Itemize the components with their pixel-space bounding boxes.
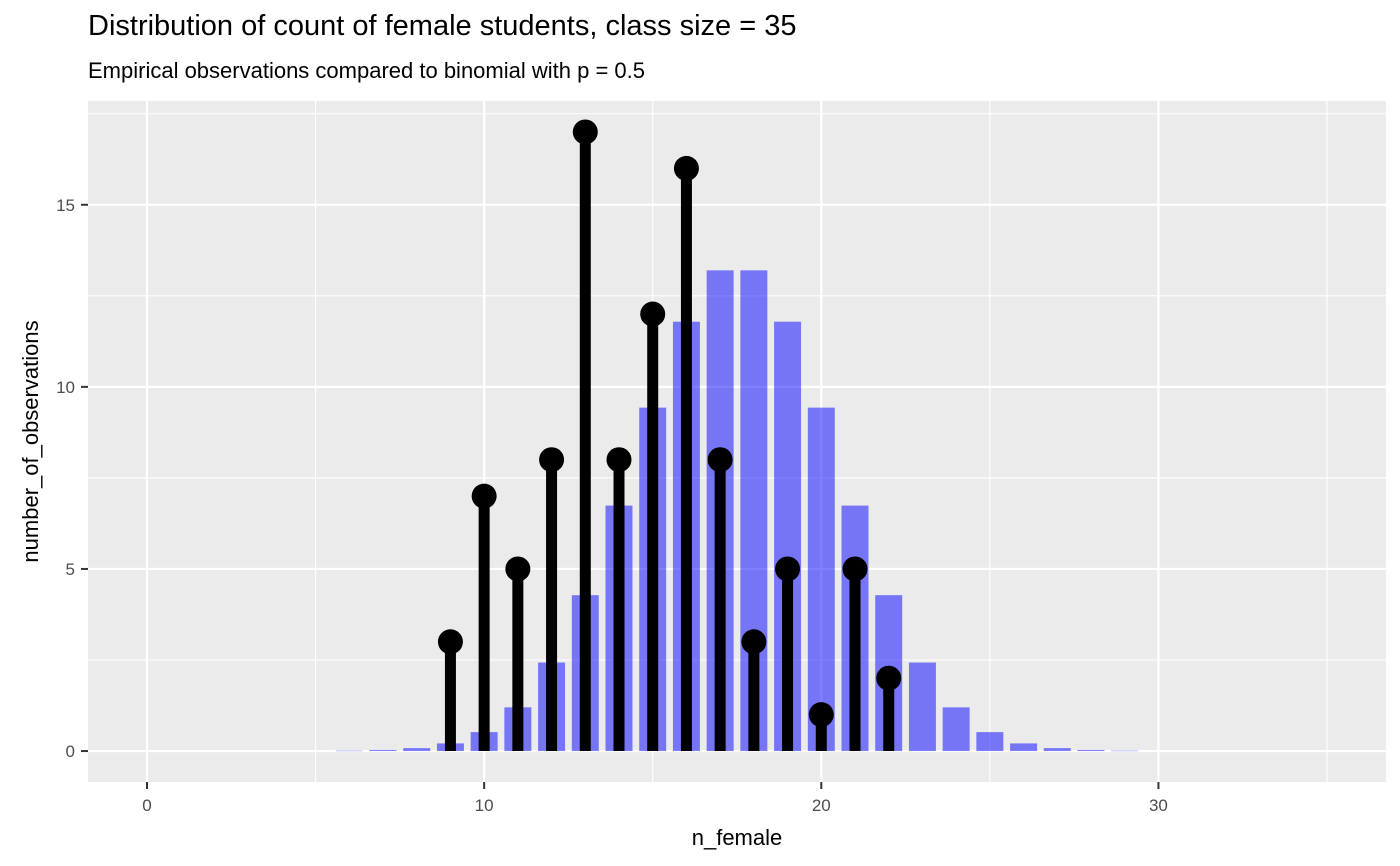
binomial-bar — [1043, 748, 1071, 752]
observation-point — [606, 447, 632, 473]
x-axis: 0 10 20 30 — [142, 782, 1168, 815]
binomial-bar — [335, 750, 363, 752]
observation-point — [640, 301, 666, 327]
binomial-bar — [976, 732, 1004, 752]
x-axis-title: n_female — [692, 825, 783, 850]
binomial-bar — [908, 662, 936, 752]
x-tick-label: 30 — [1149, 796, 1168, 815]
observation-point — [572, 119, 598, 145]
observation-point — [876, 665, 902, 691]
binomial-bar — [1111, 750, 1139, 752]
observation-points — [437, 119, 902, 728]
observation-point — [707, 447, 733, 473]
observation-stems — [444, 131, 895, 752]
y-tick-label: 0 — [66, 742, 75, 761]
y-axis: 0 5 10 15 — [56, 196, 88, 761]
y-tick-label: 5 — [66, 560, 75, 579]
chart-subtitle: Empirical observations compared to binom… — [88, 58, 645, 83]
observation-point — [775, 556, 801, 582]
x-tick-label: 0 — [142, 796, 151, 815]
observation-point — [471, 483, 497, 509]
x-tick-label: 20 — [812, 796, 831, 815]
plot-panel — [88, 101, 1386, 782]
binomial-bar — [942, 707, 970, 752]
binomial-bar — [1010, 743, 1038, 752]
y-tick-label: 15 — [56, 196, 75, 215]
observation-point — [437, 629, 463, 655]
observation-point — [539, 447, 565, 473]
observation-point — [505, 556, 531, 582]
observation-point — [808, 702, 834, 728]
binomial-bar — [807, 407, 835, 752]
y-axis-title: number_of_observations — [18, 320, 43, 562]
minor-gridlines — [88, 101, 1386, 782]
x-tick-label: 10 — [475, 796, 494, 815]
observation-point — [741, 629, 767, 655]
binomial-bar — [1077, 749, 1105, 752]
observation-point — [842, 556, 868, 582]
binomial-bar — [369, 749, 397, 752]
y-tick-label: 10 — [56, 378, 75, 397]
binomial-bar — [403, 748, 431, 752]
chart-title: Distribution of count of female students… — [88, 10, 797, 42]
observation-point — [673, 155, 699, 181]
